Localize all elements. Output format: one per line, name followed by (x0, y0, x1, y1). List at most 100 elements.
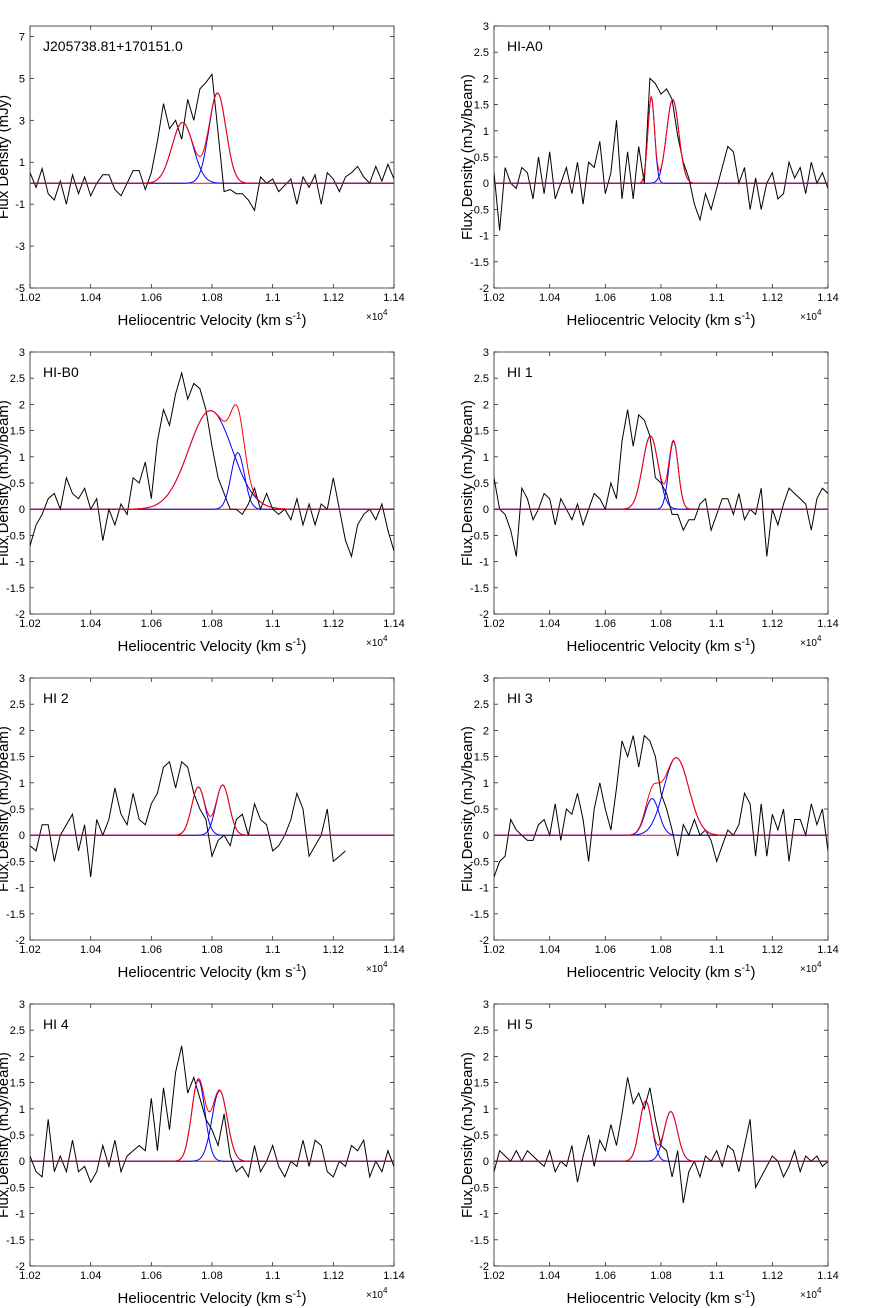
x-tick-label: 1.06 (141, 944, 162, 956)
y-tick-label: -0.5 (470, 204, 489, 216)
y-tick-label: 3 (19, 673, 25, 685)
y-tick-label: 7 (19, 31, 25, 43)
y-tick-label: 3 (19, 999, 25, 1011)
x-tick-label: 1.08 (201, 944, 222, 956)
y-tick-label: -3 (15, 241, 25, 253)
x-axis-label: Heliocentric Velocity (km s-1) (118, 637, 307, 655)
y-tick-label: 0 (483, 1156, 489, 1168)
spectrum-panel: 1.02 1.04 1.06 1.08 1.1 1.12 1.14 -2 -1.5 -1 -0.5 0… (0, 999, 405, 1307)
y-axis-label: Flux Density (mJy/beam) (459, 726, 476, 892)
y-tick-label: 0.5 (10, 478, 25, 490)
y-tick-label: 1.5 (474, 100, 489, 112)
y-tick-label: 1 (483, 1104, 489, 1116)
x-tick-label: 1.08 (201, 1270, 222, 1282)
spectrum-panel: 1.02 1.04 1.06 1.08 1.1 1.12 1.14 -2 -1.5 -1 -0.5 0… (0, 673, 405, 981)
y-tick-label: 0.5 (474, 804, 489, 816)
x-tick-label: 1.12 (323, 292, 344, 304)
y-tick-label: 2.5 (10, 1025, 25, 1037)
y-tick-label: -1.5 (470, 583, 489, 595)
y-tick-label: -2 (15, 609, 25, 621)
x-tick-label: 1.12 (762, 944, 783, 956)
x-tick-label: 1.08 (650, 944, 671, 956)
y-tick-label: 0.5 (474, 478, 489, 490)
plot-area (30, 371, 394, 559)
plot-area (30, 1045, 394, 1184)
y-tick-label: 0.5 (474, 152, 489, 164)
y-tick-label: -1 (15, 557, 25, 569)
y-tick-label: 2.5 (474, 373, 489, 385)
spectrum-panel: 1.02 1.04 1.06 1.08 1.1 1.12 1.14 -2 -1.5 -1 -0.5 0… (0, 347, 405, 655)
y-axis-label: Flux Density (mJy) (0, 95, 12, 219)
x-multiplier-label: ×104 (800, 1286, 822, 1301)
y-tick-label: 0 (19, 830, 25, 842)
x-tick-label: 1.08 (650, 292, 671, 304)
y-tick-label: 2 (483, 399, 489, 411)
y-tick-label: 1 (19, 1104, 25, 1116)
x-tick-label: 1.04 (539, 944, 560, 956)
y-axis-label: Flux Density (mJy/beam) (459, 74, 476, 240)
observed-spectrum-line (30, 760, 346, 878)
total-fit-line (30, 92, 394, 184)
x-tick-label: 1.14 (817, 618, 838, 630)
y-tick-label: 3 (483, 999, 489, 1011)
observed-spectrum-line (494, 1077, 828, 1204)
total-fit-line (30, 404, 394, 510)
y-tick-label: -2 (479, 609, 489, 621)
x-tick-label: 1.02 (19, 292, 40, 304)
y-tick-label: 1.5 (474, 1078, 489, 1090)
plot-frame (493, 25, 829, 289)
x-tick-label: 1.14 (383, 618, 404, 630)
x-tick-label: 1.04 (80, 944, 101, 956)
x-tick-label: 1.14 (383, 292, 404, 304)
x-tick-label: 1.06 (595, 618, 616, 630)
x-tick-label: 1.1 (265, 618, 280, 630)
x-tick-label: 1.1 (709, 618, 724, 630)
y-tick-label: -1 (479, 883, 489, 895)
y-tick-label: -1 (15, 1209, 25, 1221)
plot-area (494, 734, 828, 878)
x-tick-label: 1.1 (265, 944, 280, 956)
y-tick-label: -0.5 (6, 1182, 25, 1194)
x-tick-label: 1.1 (709, 292, 724, 304)
x-tick-label: 1.12 (762, 292, 783, 304)
y-tick-label: -1.5 (470, 257, 489, 269)
x-tick-label: 1.02 (483, 618, 504, 630)
panel-title: HI 1 (507, 364, 533, 380)
y-tick-label: 2 (483, 725, 489, 737)
plot-frame (29, 351, 395, 615)
panel-title: HI-A0 (507, 38, 543, 54)
x-tick-label: 1.12 (323, 944, 344, 956)
y-tick-label: 1 (19, 778, 25, 790)
x-multiplier-label: ×104 (366, 308, 388, 323)
x-multiplier-label: ×104 (366, 1286, 388, 1301)
y-tick-label: -1.5 (470, 909, 489, 921)
x-tick-label: 1.04 (539, 618, 560, 630)
total-fit-line (494, 435, 828, 510)
y-tick-label: 2.5 (474, 47, 489, 59)
x-tick-label: 1.02 (483, 1270, 504, 1282)
y-tick-label: 1 (19, 157, 25, 169)
y-tick-label: 0.5 (474, 1130, 489, 1142)
y-tick-label: -0.5 (6, 856, 25, 868)
total-fit-line (30, 1077, 394, 1162)
y-tick-label: 1 (19, 452, 25, 464)
y-tick-label: -1 (479, 557, 489, 569)
y-tick-label: 3 (19, 115, 25, 127)
y-tick-label: -1 (479, 1209, 489, 1221)
y-tick-label: 2 (483, 73, 489, 85)
x-tick-label: 1.04 (539, 1270, 560, 1282)
plot-area (30, 72, 394, 212)
y-tick-label: 2 (19, 725, 25, 737)
y-axis-label: Flux Density (mJy/beam) (0, 400, 12, 566)
spectrum-panel: 1.02 1.04 1.06 1.08 1.1 1.12 1.14 -2 -1.5 -1 -0.5 0… (459, 21, 839, 329)
x-tick-label: 1.1 (709, 1270, 724, 1282)
total-fit-line (30, 784, 394, 836)
x-tick-label: 1.12 (323, 618, 344, 630)
x-axis-label: Heliocentric Velocity (km s-1) (567, 311, 756, 329)
x-tick-label: 1.06 (595, 292, 616, 304)
y-axis-label: Flux Density (mJy/beam) (459, 1052, 476, 1218)
y-tick-label: 0 (19, 1156, 25, 1168)
x-multiplier-label: ×104 (800, 308, 822, 323)
panel-title: J205738.81+170151.0 (43, 38, 183, 54)
x-tick-label: 1.02 (19, 618, 40, 630)
